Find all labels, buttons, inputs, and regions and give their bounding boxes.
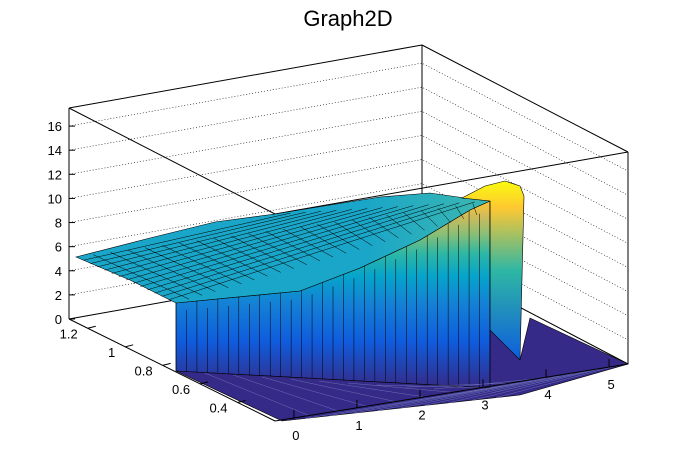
mesh-col <box>196 240 268 277</box>
z-gridline <box>68 111 629 220</box>
mesh-col <box>248 233 307 265</box>
x-tick-label: 5 <box>607 377 614 392</box>
floor-mesh <box>400 375 560 409</box>
floor-mesh <box>261 376 369 407</box>
mesh-col <box>213 238 281 273</box>
z-tick-label: 8 <box>55 216 62 231</box>
frame-front-diagonal <box>68 107 276 215</box>
y-tick <box>199 381 209 385</box>
x-tick-label: 2 <box>418 408 425 423</box>
z-tick-label: 6 <box>55 240 62 255</box>
y-tick-label: 0.6 <box>172 382 190 397</box>
frame-front-right-bottom <box>274 363 629 422</box>
mesh-row <box>161 202 460 297</box>
mesh-col <box>403 212 425 231</box>
z-gridline <box>68 62 629 172</box>
z-tick-label: 12 <box>48 167 62 182</box>
floor-mesh <box>290 378 398 403</box>
z-gridlines <box>68 62 629 365</box>
frame-front-left-bottom <box>68 318 276 422</box>
mesh-col <box>265 231 321 262</box>
frame-front-top-edge <box>274 151 629 215</box>
z-tick-label: 4 <box>55 264 62 279</box>
floor-mesh <box>433 378 542 390</box>
mesh-col <box>162 245 242 285</box>
mesh-col <box>351 219 386 243</box>
mesh-col <box>334 221 373 246</box>
z-gridline <box>68 159 629 268</box>
surface-plot <box>75 180 629 422</box>
mesh-col <box>127 249 216 292</box>
chart-title: Graph2D <box>303 6 392 31</box>
floor-mesh <box>405 382 513 388</box>
mesh-row <box>111 209 352 274</box>
x-tick-label: 3 <box>481 397 488 412</box>
floor-mesh <box>376 384 484 388</box>
mesh-col <box>317 224 360 250</box>
x-tick-label: 0 <box>292 428 299 443</box>
z-tick-label: 16 <box>48 119 62 134</box>
floor-mesh <box>329 382 518 417</box>
z-gridline <box>68 86 629 196</box>
floor-mesh <box>496 366 615 398</box>
mesh-col <box>420 210 438 227</box>
floor-mesh <box>353 380 532 414</box>
z-gridline <box>68 183 629 292</box>
y-tick <box>237 399 246 403</box>
mesh-col <box>369 217 399 239</box>
frame-back-top-edge <box>68 44 423 109</box>
mesh-row <box>147 204 429 291</box>
mesh-col <box>179 242 255 281</box>
axis-ticks <box>69 125 610 418</box>
mesh-col <box>300 226 347 254</box>
floor-mesh <box>347 382 456 393</box>
floor-mesh <box>448 370 587 404</box>
floor-mesh <box>472 368 601 401</box>
mesh-row <box>83 212 291 261</box>
mesh-row <box>90 211 306 264</box>
z-tick-label: 10 <box>48 191 62 206</box>
mesh-col <box>144 247 229 288</box>
y-tick-label: 1.2 <box>60 326 78 341</box>
z-tick-label: 0 <box>55 312 62 327</box>
floor-mesh <box>204 372 311 417</box>
floor-mesh <box>424 373 573 406</box>
mesh-row <box>104 210 337 271</box>
y-tick <box>162 362 171 366</box>
mesh-row <box>133 206 398 284</box>
x-tick-label: 4 <box>544 387 551 402</box>
z-tick-label: 2 <box>55 288 62 303</box>
mesh-row <box>140 205 414 287</box>
mesh-col <box>472 203 478 216</box>
mesh-col <box>110 252 203 296</box>
z-tick-label: 14 <box>48 143 62 158</box>
floor-mesh <box>233 374 340 412</box>
floor-mesh <box>377 378 546 411</box>
z-gridline <box>68 231 629 341</box>
mesh-col <box>386 214 412 235</box>
mesh-col <box>282 228 334 258</box>
mesh-col <box>455 205 465 219</box>
mesh-col <box>438 207 451 223</box>
mesh-col <box>93 254 190 300</box>
mesh-row <box>154 203 445 294</box>
y-tick <box>87 325 96 329</box>
y-tick-label: 1 <box>108 345 115 360</box>
y-tick <box>125 344 134 348</box>
surface-mesh-lines <box>83 201 615 419</box>
mesh-col <box>231 235 294 269</box>
mesh-row <box>97 210 322 268</box>
z-gridline <box>68 255 629 365</box>
floor-mesh <box>319 380 427 398</box>
z-gridline <box>68 135 629 244</box>
mesh-row <box>125 207 383 281</box>
frame-front <box>68 318 629 422</box>
y-tick-label: 0.4 <box>209 400 227 415</box>
y-tick-label: 0.8 <box>135 363 153 378</box>
x-tick-label: 1 <box>355 418 362 433</box>
frame-back-right-top-edge <box>421 44 629 153</box>
z-gridline <box>68 207 629 317</box>
